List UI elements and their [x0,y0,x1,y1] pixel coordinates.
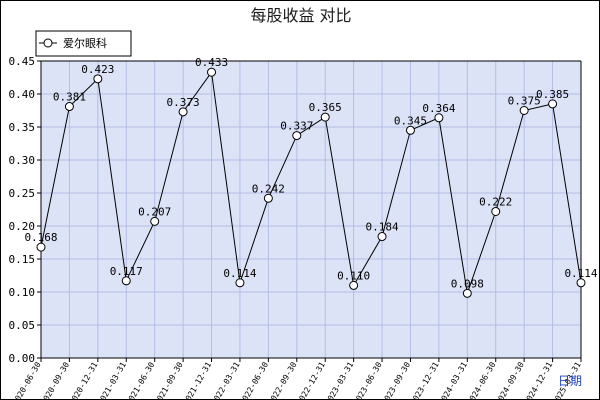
x-tick-label: 2021-03-31 [96,360,128,399]
x-tick-label: 2022-06-30 [238,360,270,399]
x-tick-label: 2023-03-31 [323,360,355,399]
x-tick-label: 2020-09-30 [39,360,71,399]
plot-area [41,61,581,358]
data-point [207,67,217,77]
data-point [548,99,558,109]
x-tick-label: 2023-09-30 [380,360,412,399]
data-label: 0.423 [81,63,114,76]
data-point [93,74,103,84]
y-tick-label: 0.05 [9,319,36,332]
data-label: 0.433 [195,56,228,69]
x-tick-label: 2020-12-31 [68,360,100,399]
x-tick-label: 2024-09-30 [494,360,526,399]
data-label: 0.385 [536,88,569,101]
data-label: 0.222 [479,195,512,208]
y-tick-label: 0.20 [9,220,36,233]
data-label: 0.184 [365,221,398,234]
y-axis-ticks: 0.00 0.05 0.10 0.15 0.20 0.25 0.30 0.35 0.40 0.45 [9,55,41,365]
x-axis-ticks: 2020-06-302020-09-302020-12-312021-03-31… [11,358,583,399]
y-tick-label: 0.15 [9,253,36,266]
chart-title: 每股收益 对比 [250,6,351,25]
data-label: 0.375 [508,95,541,108]
data-label: 0.110 [337,269,370,282]
data-label: 0.114 [223,267,256,280]
series-line [40,70,582,294]
x-tick-label: 2022-12-31 [295,360,327,399]
data-point [320,112,330,122]
series [36,67,586,298]
y-tick-label: 0.00 [9,352,36,365]
y-tick-label: 0.30 [9,154,36,167]
legend-marker [43,38,53,48]
x-tick-label: 2022-09-30 [267,360,299,399]
data-point [64,102,74,112]
x-tick-label: 2023-06-30 [352,360,384,399]
data-point [491,206,501,216]
x-tick-label: 2024-12-31 [522,360,554,399]
data-point [178,107,188,117]
y-tick-label: 0.45 [9,55,36,68]
x-axis-label: 日期 [558,374,582,388]
data-point [405,125,415,135]
data-label: 0.168 [24,231,57,244]
data-labels: 0.168 0.381 0.423 0.117 0.207 0.373 0.433 0.114… [24,56,597,290]
x-tick-label: 2021-09-30 [153,360,185,399]
y-tick-label: 0.35 [9,121,36,134]
data-label: 0.365 [309,101,342,114]
x-tick-label: 2024-03-31 [437,360,469,399]
data-point [349,280,359,290]
data-point [462,288,472,298]
data-point [150,216,160,226]
data-point [519,106,529,115]
data-point [235,278,245,288]
legend-series-label: 爱尔眼科 [63,36,107,50]
axes [40,60,582,359]
y-tick-label: 0.25 [9,187,36,200]
data-label: 0.114 [564,267,597,280]
x-tick-label: 2024-06-30 [466,360,498,399]
data-label: 0.117 [110,265,143,278]
data-label: 0.373 [167,96,200,109]
data-label: 0.345 [394,114,427,127]
y-tick-label: 0.40 [9,88,36,101]
data-point [292,131,302,141]
x-tick-label: 2022-03-31 [210,360,242,399]
data-point [263,193,273,203]
data-point [576,278,586,288]
data-label: 0.381 [53,91,86,104]
x-tick-label: 2021-06-30 [125,360,157,399]
data-label: 0.207 [138,205,171,218]
x-tick-label: 2020-06-30 [11,360,43,399]
data-point [434,113,444,123]
data-label: 0.364 [422,102,455,115]
data-label: 0.242 [252,182,285,195]
y-tick-label: 0.10 [9,286,36,299]
data-label: 0.098 [451,277,484,290]
data-point [377,232,387,242]
x-tick-label: 2023-12-31 [409,360,441,399]
data-label: 0.337 [280,120,313,133]
x-tick-label: 2021-12-31 [181,360,213,399]
legend: 爱尔眼科 [35,30,132,57]
data-point [36,242,46,252]
data-point [121,276,131,286]
